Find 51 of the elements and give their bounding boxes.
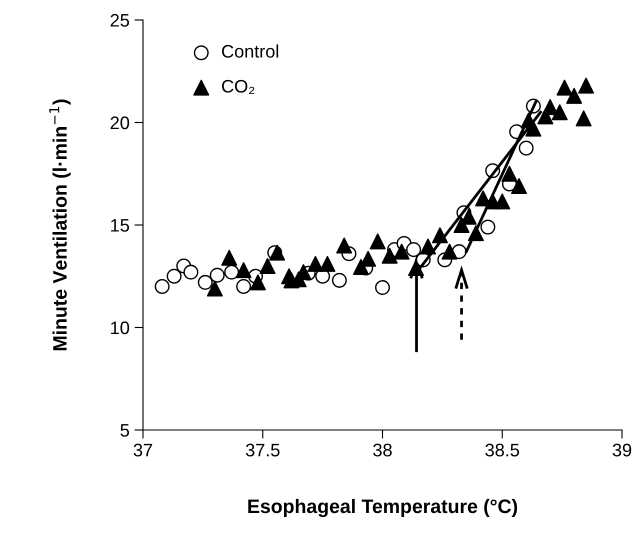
- point: [198, 274, 213, 290]
- point: [206, 280, 223, 297]
- point: [408, 260, 424, 276]
- x-tick-label: 38.5: [485, 444, 520, 456]
- point: [556, 80, 572, 96]
- point: [501, 166, 518, 182]
- point: [566, 88, 582, 104]
- point: [370, 233, 386, 250]
- x-axis-title: Esophageal Temperature (°C): [248, 498, 518, 518]
- y-tick-label: 15: [111, 219, 130, 232]
- x-tick-label: 37: [134, 444, 152, 456]
- point: [394, 244, 410, 260]
- point: [236, 279, 252, 294]
- point: [250, 274, 266, 290]
- point: [406, 242, 422, 258]
- point: [442, 244, 458, 260]
- point: [542, 99, 558, 116]
- point: [210, 268, 225, 283]
- point: [336, 238, 352, 254]
- point: [518, 140, 534, 156]
- point: [183, 264, 198, 280]
- point: [480, 220, 496, 235]
- point: [494, 193, 510, 210]
- point: [332, 272, 347, 288]
- y-tick-label: 10: [111, 321, 130, 334]
- point: [420, 238, 436, 255]
- point: [236, 262, 252, 278]
- legend-label: Control: [222, 44, 278, 58]
- x-tick-label: 39: [612, 444, 632, 456]
- point: [221, 250, 238, 266]
- point: [552, 104, 568, 120]
- point: [319, 256, 336, 272]
- point: [525, 120, 542, 137]
- y-tick-label: 5: [120, 424, 130, 437]
- point: [375, 280, 390, 295]
- point: [166, 268, 182, 284]
- point: [307, 256, 324, 272]
- y-axis-title: Minute Ventilation (l·min$^{−1}$): [49, 100, 71, 350]
- point: [224, 264, 240, 280]
- legend-label: CO₂: [222, 80, 254, 94]
- point: [511, 178, 527, 194]
- point: [578, 78, 594, 94]
- point: [576, 110, 592, 126]
- point: [382, 248, 398, 264]
- x-tick-label: 38: [373, 444, 392, 456]
- y-tick-label: 25: [110, 14, 130, 27]
- point: [269, 244, 286, 261]
- x-tick-label: 37.5: [246, 444, 280, 456]
- point: [260, 258, 276, 274]
- y-tick-label: 20: [110, 116, 130, 130]
- point: [154, 279, 170, 294]
